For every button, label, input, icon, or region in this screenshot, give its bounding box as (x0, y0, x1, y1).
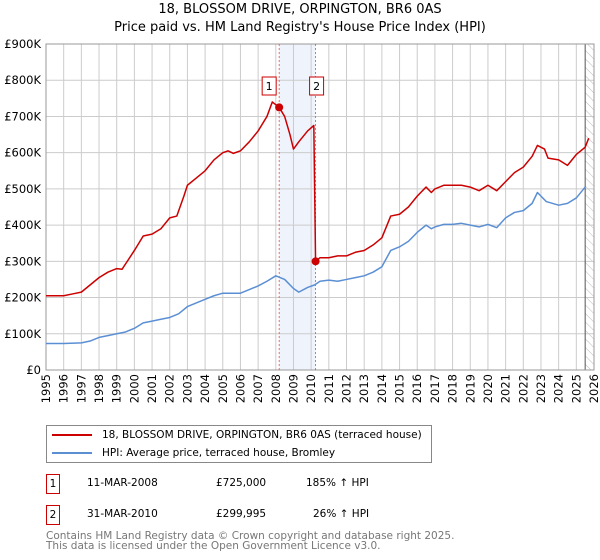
x-tick-label: 2026 (587, 374, 600, 403)
y-tick-label: £0 (26, 363, 41, 377)
y-tick-label: £800K (4, 73, 41, 87)
y-tick-label: £600K (4, 146, 41, 160)
transaction-date: 31-MAR-2010 (87, 508, 158, 520)
chart-title: 18, BLOSSOM DRIVE, ORPINGTON, BR6 0AS (158, 2, 442, 17)
transaction-hpi: 26% ↑ HPI (313, 508, 370, 520)
sale-point (311, 257, 320, 266)
x-tick-label: 2009 (286, 374, 300, 403)
x-tick-label: 2014 (375, 374, 389, 403)
footer-copyright: Contains HM Land Registry data © Crown c… (46, 530, 455, 542)
transaction-row: 1 11-MAR-2008 £725,000 185% ↑ HPI (46, 474, 446, 494)
x-tick-label: 2000 (127, 374, 141, 403)
x-tick-label: 1996 (57, 374, 71, 403)
x-tick-label: 2024 (552, 374, 566, 403)
price-paid-line (46, 101, 590, 297)
x-tick-label: 2015 (393, 374, 407, 403)
x-tick-label: 2022 (516, 374, 530, 403)
y-tick-label: £100K (4, 327, 41, 341)
y-tick-label: £500K (4, 182, 41, 196)
marker-badge: 2 (46, 505, 60, 525)
x-tick-label: 2010 (304, 374, 318, 403)
x-tick-label: 2012 (340, 374, 354, 403)
x-tick-label: 2002 (163, 374, 177, 403)
legend-label: 18, BLOSSOM DRIVE, ORPINGTON, BR6 0AS (t… (102, 429, 422, 441)
x-tick-label: 2008 (269, 374, 283, 403)
transaction-price: £725,000 (216, 477, 267, 489)
transaction-price: £299,995 (216, 508, 267, 520)
x-tick-label: 2023 (534, 374, 548, 403)
x-tick-label: 2019 (463, 374, 477, 403)
x-tick-label: 2004 (198, 374, 212, 403)
x-tick-label: 2018 (446, 374, 460, 403)
chart-subtitle: Price paid vs. HM Land Registry's House … (114, 20, 486, 35)
sale-marker-box (261, 76, 277, 96)
y-tick-label: £300K (4, 254, 41, 268)
x-tick-label: 2013 (357, 374, 371, 403)
x-tick-label: 2016 (410, 374, 424, 403)
marker-badge: 1 (46, 474, 60, 494)
x-tick-label: 2003 (180, 374, 194, 403)
x-tick-label: 2001 (145, 374, 159, 403)
legend-swatch-blue (52, 452, 92, 454)
footer-licence: This data is licensed under the Open Gov… (46, 540, 381, 552)
x-tick-label: 2025 (569, 374, 583, 403)
sale-point (275, 103, 284, 112)
sale-marker-label: 1 (266, 80, 273, 93)
y-tick-label: £400K (4, 218, 41, 232)
transaction-date: 11-MAR-2008 (87, 477, 158, 489)
x-tick-label: 2006 (233, 374, 247, 403)
x-tick-label: 2011 (322, 374, 336, 403)
legend-item-hpi: HPI: Average price, terraced house, Brom… (47, 444, 335, 462)
shaded-period (279, 44, 316, 370)
x-tick-label: 2021 (499, 374, 513, 403)
legend-swatch-red (52, 434, 92, 436)
transaction-row: 2 31-MAR-2010 £299,995 26% ↑ HPI (46, 505, 446, 525)
y-tick-label: £200K (4, 291, 41, 305)
legend-item-property: 18, BLOSSOM DRIVE, ORPINGTON, BR6 0AS (t… (47, 426, 422, 444)
x-tick-label: 1995 (39, 374, 53, 403)
legend-label: HPI: Average price, terraced house, Brom… (102, 447, 336, 459)
x-tick-label: 2005 (216, 374, 230, 403)
y-tick-label: £900K (4, 37, 41, 51)
plot-frame (45, 43, 595, 371)
hpi-line (46, 186, 586, 345)
chart-svg: 1995 1996 1997 1998 1999 2000 2001 2002 2003 2004… (4, 37, 600, 403)
y-tick-label: £700K (4, 109, 41, 123)
forecast-hatch (585, 44, 594, 370)
x-tick-label: 2020 (481, 374, 495, 403)
x-tick-label: 1998 (92, 374, 106, 403)
x-tick-label: 2007 (251, 374, 265, 403)
x-tick-label: 2017 (428, 374, 442, 403)
sale-marker-label: 2 (313, 80, 320, 93)
legend: 18, BLOSSOM DRIVE, ORPINGTON, BR6 0AS (t… (46, 425, 432, 463)
sale-marker-box (309, 76, 325, 96)
transaction-hpi: 185% ↑ HPI (306, 477, 369, 489)
x-tick-label: 1999 (110, 374, 124, 403)
x-tick-label: 1997 (74, 374, 88, 403)
